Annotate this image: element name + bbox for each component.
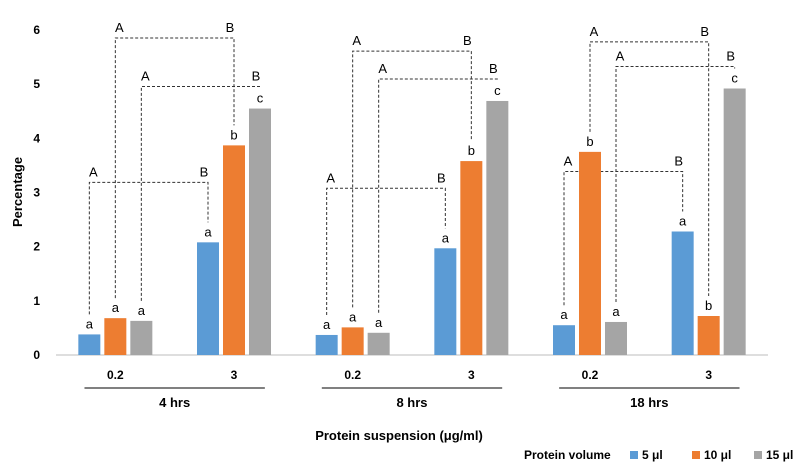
legend-swatch (630, 451, 638, 459)
bracket-letter: B (489, 61, 498, 76)
bar-significance-letter: b (705, 298, 712, 313)
bar (723, 88, 746, 355)
bars: a a a a b c a a a a b c a b a a b c (78, 71, 746, 356)
bracket-letter: B (252, 69, 261, 84)
legend: Protein volume 5 μl 10 μl 15 μl (524, 448, 793, 462)
x-tick-label: 3 (468, 368, 475, 382)
comparison-bracket (140, 86, 261, 301)
legend-label: 15 μl (766, 448, 793, 462)
group-label: 4 hrs (159, 395, 190, 410)
comparison-bracket (615, 66, 736, 302)
bracket-letter: A (115, 20, 124, 35)
bar (579, 151, 601, 355)
comparison-bracket (352, 50, 472, 308)
comparison-bracket (589, 41, 710, 296)
bar (130, 320, 153, 355)
bar-significance-letter: a (560, 307, 568, 322)
bar-significance-letter: a (442, 230, 450, 245)
y-tick-label: 0 (33, 348, 40, 362)
bar-significance-letter: a (349, 309, 357, 324)
y-tick-label: 1 (33, 294, 40, 308)
bracket-letter: B (437, 170, 446, 185)
bar-significance-letter: b (586, 134, 593, 149)
bracket-letter: B (674, 154, 683, 169)
x-tick-label: 0.2 (344, 368, 361, 382)
comparison-bracket (378, 78, 498, 313)
bracket-letter: A (616, 49, 625, 64)
bar-significance-letter: b (230, 127, 237, 142)
bar (341, 327, 364, 355)
bar-significance-letter: c (731, 71, 738, 86)
bar-significance-letter: b (468, 143, 475, 158)
bracket-letter: A (352, 33, 361, 48)
y-tick-label: 4 (33, 131, 40, 145)
bar (697, 316, 720, 355)
bar (249, 108, 271, 356)
bar (104, 318, 127, 355)
group-label: 18 hrs (630, 395, 668, 410)
bar (671, 231, 694, 355)
x-tick-label: 0.2 (107, 368, 124, 382)
comparison-bracket (326, 187, 446, 315)
y-tick-label: 3 (33, 186, 40, 200)
bracket-letter: A (590, 24, 599, 39)
y-axis-label: Percentage (10, 157, 25, 227)
bar-significance-letter: a (323, 317, 331, 332)
y-tick-label: 2 (33, 240, 40, 254)
x-tick-label: 3 (231, 368, 238, 382)
bar-significance-letter: a (679, 214, 687, 229)
bar-significance-letter: a (204, 224, 212, 239)
bar-significance-letter: a (612, 304, 620, 319)
x-axis: 0.2 3 4 hrs 0.2 3 8 hrs 0.2 3 18 hrs (84, 368, 740, 410)
bracket-letter: A (89, 164, 98, 179)
comparison-bracket (563, 171, 684, 306)
bracket-letter: A (564, 154, 573, 169)
bar (223, 145, 245, 355)
y-tick-label: 5 (33, 77, 40, 91)
bracket-letter: B (726, 49, 735, 64)
bracket-letter: B (226, 20, 235, 35)
bracket-letter: B (463, 33, 472, 48)
bar (197, 242, 219, 355)
y-tick-label: 6 (33, 23, 40, 37)
legend-label: 5 μl (642, 448, 663, 462)
bar (553, 325, 575, 355)
bracket-letter: A (378, 61, 387, 76)
bar (486, 100, 509, 355)
bracket-letter: A (326, 170, 335, 185)
bracket-letter: B (700, 24, 709, 39)
bar (605, 321, 627, 355)
x-tick-label: 3 (705, 368, 712, 382)
y-axis: 0 1 2 3 4 5 6 (33, 23, 768, 362)
bar-significance-letter: a (86, 316, 94, 331)
bar-significance-letter: a (138, 303, 146, 318)
comparison-bracket (114, 37, 235, 299)
legend-swatch (754, 451, 762, 459)
bracket-letter: A (141, 69, 150, 84)
bar-significance-letter: c (257, 91, 264, 106)
group-label: 8 hrs (396, 395, 427, 410)
bar (434, 248, 457, 355)
legend-label: 10 μl (704, 448, 731, 462)
bar (78, 334, 101, 355)
bar-significance-letter: a (112, 300, 120, 315)
bar-significance-letter: a (375, 315, 383, 330)
bar (367, 332, 390, 355)
x-axis-label: Protein suspension (μg/ml) (315, 428, 483, 443)
legend-swatch (692, 451, 700, 459)
bar (315, 334, 338, 355)
bar-significance-letter: c (494, 83, 501, 98)
bar (460, 161, 483, 355)
x-tick-label: 0.2 (582, 368, 599, 382)
legend-title: Protein volume (524, 448, 611, 462)
comparison-brackets: A B A B A B A B A B A B A B A B A B (88, 20, 736, 315)
comparison-bracket (88, 181, 209, 315)
bracket-letter: B (200, 164, 209, 179)
